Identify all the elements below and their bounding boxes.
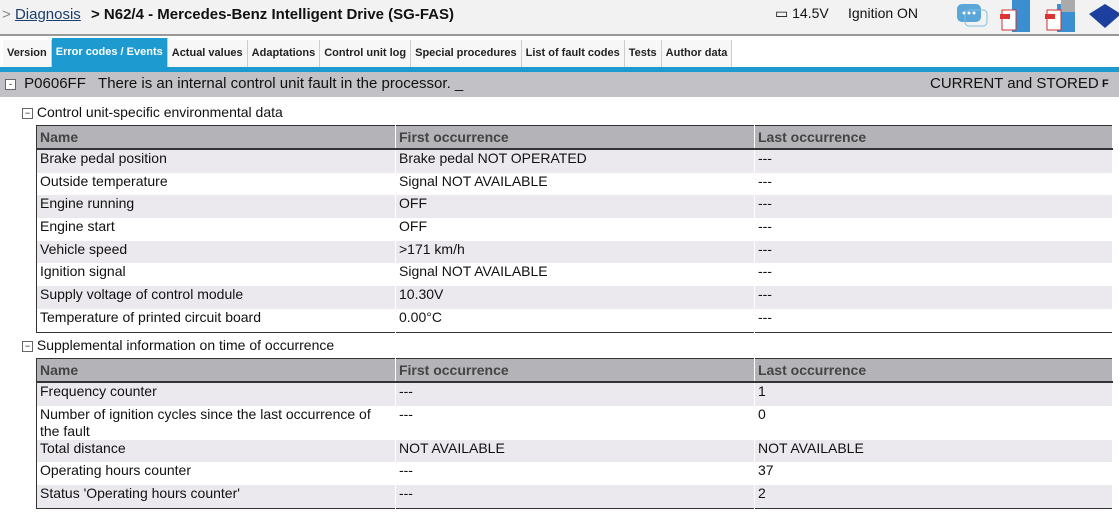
table-cell: Engine start xyxy=(36,218,396,241)
table-cell: Number of ignition cycles since the last… xyxy=(36,405,396,440)
fault-text: There is an internal control unit fault … xyxy=(98,75,464,92)
table-cell: Signal NOT AVAILABLE xyxy=(395,263,755,287)
table-cell: OFF xyxy=(395,218,755,241)
table-cell: --- xyxy=(754,195,1114,219)
table-row: Ignition signal Signal NOT AVAILABLE --- xyxy=(36,263,1114,287)
table-cell: Outside temperature xyxy=(36,172,396,196)
table-cell: >171 km/h xyxy=(395,240,755,264)
column-header: Name xyxy=(36,358,396,383)
table-cell: --- xyxy=(754,240,1114,264)
tab-tests[interactable]: Tests xyxy=(624,40,662,67)
tab-author-data[interactable]: Author data xyxy=(661,40,733,67)
table-header-row: Name First occurrence Last occurrence xyxy=(36,358,1114,383)
table-cell: Status 'Operating hours counter' xyxy=(36,485,396,509)
battery-voltage: ▭ 14.5V xyxy=(775,5,829,22)
table-row: Engine start OFF --- xyxy=(36,218,1114,241)
tab-actual-values[interactable]: Actual values xyxy=(167,40,248,67)
table-cell: 0 xyxy=(754,405,1114,440)
table-row: Operating hours counter --- 37 xyxy=(36,462,1114,486)
table-cell: Ignition signal xyxy=(36,263,396,287)
battery-icon: ▭ xyxy=(775,5,789,21)
tab-list-of-fault-codes[interactable]: List of fault codes xyxy=(521,40,625,67)
fault-row[interactable]: - P0606FF There is an internal control u… xyxy=(0,72,1119,97)
table-cell: --- xyxy=(754,308,1114,332)
table-cell: --- xyxy=(754,286,1114,309)
section-title: Control unit-specific environmental data xyxy=(36,104,283,120)
table-row: Vehicle speed >171 km/h --- xyxy=(36,240,1114,264)
header-bar: > Diagnosis > N62/4 - Mercedes-Benz Inte… xyxy=(0,0,1119,36)
table-cell: --- xyxy=(395,462,755,486)
table-row: Status 'Operating hours counter' --- 2 xyxy=(36,485,1114,509)
ignition-status: Ignition ON xyxy=(848,5,919,21)
table-row: Outside temperature Signal NOT AVAILABLE -… xyxy=(36,172,1114,196)
table-cell: 2 xyxy=(754,485,1114,509)
table-cell: NOT AVAILABLE xyxy=(395,439,755,463)
table-cell: Brake pedal NOT OPERATED xyxy=(395,149,755,173)
table-cell: Brake pedal position xyxy=(36,149,396,173)
tab-error-codes[interactable]: Error codes / Events xyxy=(51,38,168,67)
table-cell: NOT AVAILABLE xyxy=(754,439,1114,463)
chat-icon[interactable] xyxy=(955,0,989,32)
table-cell: --- xyxy=(395,405,755,440)
table-cell: Operating hours counter xyxy=(36,462,396,486)
collapse-icon[interactable]: - xyxy=(5,78,16,90)
table-cell: --- xyxy=(754,172,1114,196)
fault-flag: F xyxy=(1102,78,1109,90)
table-cell: --- xyxy=(754,263,1114,287)
table-row: Supply voltage of control module 10.30V --… xyxy=(36,286,1114,309)
table-cell: --- xyxy=(395,485,755,509)
tab-adaptations[interactable]: Adaptations xyxy=(247,40,321,67)
supp-table: Name First occurrence Last occurrence Frequ… xyxy=(36,358,1114,509)
table-cell: Engine running xyxy=(36,195,396,219)
tab-version[interactable]: Version xyxy=(3,40,52,67)
table-cell: Vehicle speed xyxy=(36,240,396,264)
table-cell: 10.30V xyxy=(395,286,755,309)
table-row: Frequency counter --- 1 xyxy=(36,382,1114,406)
tab-underline xyxy=(0,67,1119,72)
table-row: Temperature of printed circuit board 0.00… xyxy=(36,308,1114,332)
supp-section-header[interactable]: − Supplemental information on time of oc… xyxy=(22,337,334,353)
env-table: Name First occurrence Last occurrence Brake… xyxy=(36,125,1114,333)
table-row: Total distance NOT AVAILABLE NOT AVAILABLE xyxy=(36,439,1114,463)
table-cell: Signal NOT AVAILABLE xyxy=(395,172,755,196)
fault-status: CURRENT and STORED xyxy=(930,75,1099,92)
table-row: Number of ignition cycles since the last… xyxy=(36,405,1114,440)
table-row: Brake pedal position Brake pedal NOT OPER… xyxy=(36,149,1114,173)
table-row: Engine running OFF --- xyxy=(36,195,1114,219)
table-cell: --- xyxy=(395,382,755,406)
collapse-icon[interactable]: − xyxy=(22,107,33,119)
pdf-print-icon[interactable] xyxy=(1043,0,1077,32)
book-icon[interactable] xyxy=(1087,0,1119,32)
breadcrumb-diagnosis-link[interactable]: Diagnosis xyxy=(14,6,81,23)
table-cell: 1 xyxy=(754,382,1114,406)
table-cell: --- xyxy=(754,218,1114,241)
table-cell: --- xyxy=(754,149,1114,173)
column-header: Last occurrence xyxy=(754,125,1114,150)
table-cell: Total distance xyxy=(36,439,396,463)
tab-control-unit-log[interactable]: Control unit log xyxy=(320,40,412,67)
column-header: First occurrence xyxy=(395,358,755,383)
env-section-header[interactable]: − Control unit-specific environmental da… xyxy=(22,104,283,120)
table-cell: 0.00°C xyxy=(395,308,755,332)
page-title: > N62/4 - Mercedes-Benz Intelligent Driv… xyxy=(90,6,454,23)
breadcrumb: > Diagnosis > N62/4 - Mercedes-Benz Inte… xyxy=(2,6,454,23)
section-title: Supplemental information on time of occu… xyxy=(36,337,335,353)
column-header: Name xyxy=(36,125,396,150)
fault-code: P0606FF xyxy=(24,75,86,92)
table-cell: Supply voltage of control module xyxy=(36,286,396,309)
voltage-value: 14.5V xyxy=(792,5,829,21)
table-cell: Frequency counter xyxy=(36,382,396,406)
table-cell: OFF xyxy=(395,195,755,219)
collapse-icon[interactable]: − xyxy=(22,340,33,352)
tab-special-procedures[interactable]: Special procedures xyxy=(411,40,522,67)
tab-bar: Version Error codes / Events Actual valu… xyxy=(3,36,1119,67)
column-header: First occurrence xyxy=(395,125,755,150)
table-header-row: Name First occurrence Last occurrence xyxy=(36,125,1114,150)
table-cell: Temperature of printed circuit board xyxy=(36,308,396,332)
breadcrumb-separator: > xyxy=(2,6,11,23)
column-header: Last occurrence xyxy=(754,358,1114,383)
pdf-export-icon[interactable] xyxy=(998,0,1032,32)
table-cell: 37 xyxy=(754,462,1114,486)
